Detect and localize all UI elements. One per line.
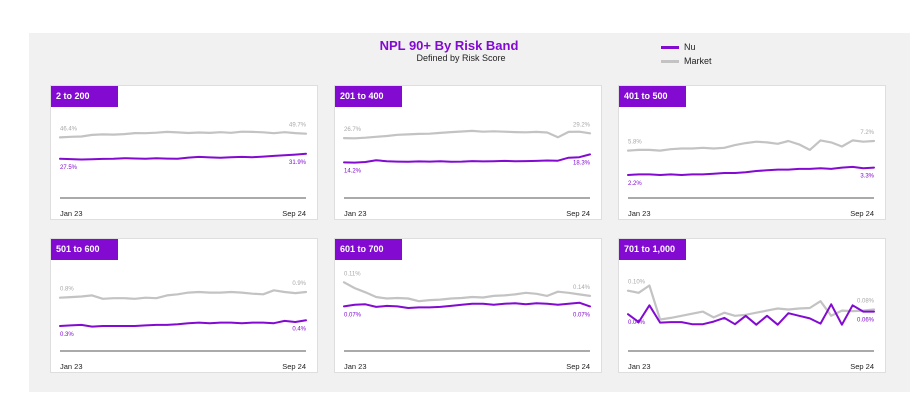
panel-601-to-700: 601 to 700 Jan 23 Sep 24 0.11% 0.14% 0.07% 0.…	[334, 238, 602, 373]
data-label-end-nu: 0.06%	[857, 318, 875, 324]
x-tick-label-start: Jan 23	[344, 209, 367, 218]
x-tick-label-end: Sep 24	[850, 209, 874, 218]
legend-item-nu: Nu	[661, 40, 712, 54]
x-tick-label-end: Sep 24	[566, 362, 590, 371]
panel-title: 701 to 1,000	[619, 239, 686, 260]
series-line-nu	[343, 153, 591, 164]
data-label-end-market: 49.7%	[289, 123, 307, 129]
legend-swatch-market	[661, 59, 679, 63]
data-label-start-nu: 0.3%	[60, 332, 74, 338]
data-label-start-nu: 2.2%	[628, 181, 642, 187]
line-chart: Jan 23 Sep 24 0.10% 0.08% 0.04% 0.06%	[626, 280, 876, 371]
data-label-start-nu: 0.07%	[344, 312, 362, 318]
series-line-nu	[627, 165, 875, 176]
data-label-end-nu: 18.3%	[573, 160, 591, 166]
data-label-end-market: 29.2%	[573, 122, 591, 128]
panel-title: 501 to 600	[51, 239, 118, 260]
legend: Nu Market	[661, 40, 712, 68]
series-line-market	[342, 281, 592, 303]
x-tick-label-start: Jan 23	[60, 362, 83, 371]
data-label-end-nu: 3.3%	[860, 174, 874, 180]
data-label-start-market: 5.8%	[628, 140, 642, 146]
series-line-market	[626, 284, 876, 321]
data-label-end-market: 0.9%	[292, 281, 306, 287]
data-label-end-market: 0.08%	[857, 299, 875, 305]
chart-subtitle: Defined by Risk Score	[416, 53, 506, 63]
panel-401-to-500: 401 to 500 Jan 23 Sep 24 5.8% 7.2% 2.2% 3.3%	[618, 85, 886, 220]
series-line-market	[58, 289, 308, 300]
data-label-start-market: 0.8%	[60, 287, 74, 293]
panel-701-to-1000: 701 to 1,000 Jan 23 Sep 24 0.10% 0.08% 0.04%…	[618, 238, 886, 373]
data-label-start-market: 0.11%	[344, 271, 361, 277]
panel-title: 401 to 500	[619, 86, 686, 107]
series-line-nu	[343, 301, 591, 309]
line-chart: Jan 23 Sep 24 26.7% 29.2% 14.2% 18.3%	[342, 122, 592, 218]
data-label-start-market: 46.4%	[60, 126, 78, 132]
legend-label-nu: Nu	[684, 42, 696, 52]
legend-item-market: Market	[661, 54, 712, 68]
chart-title: NPL 90+ By Risk Band	[379, 38, 519, 53]
panel-201-to-400: 201 to 400 Jan 23 Sep 24 26.7% 29.2% 14.2% 18…	[334, 85, 602, 220]
x-tick-label-end: Sep 24	[282, 362, 306, 371]
series-line-market	[342, 129, 592, 140]
series-line-nu	[59, 319, 307, 328]
line-chart: Jan 23 Sep 24 5.8% 7.2% 2.2% 3.3%	[626, 130, 876, 218]
data-label-end-nu: 0.07%	[573, 312, 591, 318]
series-line-nu	[627, 303, 875, 326]
line-chart: Jan 23 Sep 24 0.8% 0.9% 0.3% 0.4%	[58, 281, 308, 371]
x-tick-label-end: Sep 24	[282, 209, 306, 218]
x-tick-label-start: Jan 23	[344, 362, 367, 371]
legend-swatch-nu	[661, 45, 679, 49]
panel-2-to-200: 2 to 200 Jan 23 Sep 24 46.4% 49.7% 27.5% 31.9…	[50, 85, 318, 220]
data-label-end-market: 7.2%	[860, 130, 874, 136]
series-line-nu	[59, 152, 307, 161]
data-label-start-nu: 27.5%	[60, 165, 78, 171]
data-label-start-market: 0.10%	[628, 280, 646, 286]
data-label-end-nu: 31.9%	[289, 160, 307, 166]
x-tick-label-start: Jan 23	[628, 209, 651, 218]
series-line-market	[58, 130, 308, 139]
x-tick-label-start: Jan 23	[60, 209, 83, 218]
data-label-end-nu: 0.4%	[292, 326, 306, 332]
panel-title: 201 to 400	[335, 86, 402, 107]
line-chart: Jan 23 Sep 24 0.11% 0.14% 0.07% 0.07%	[342, 271, 592, 371]
panel-501-to-600: 501 to 600 Jan 23 Sep 24 0.8% 0.9% 0.3% 0.4%	[50, 238, 318, 373]
legend-label-market: Market	[684, 56, 712, 66]
data-label-start-market: 26.7%	[344, 127, 362, 133]
x-tick-label-start: Jan 23	[628, 362, 651, 371]
data-label-start-nu: 14.2%	[344, 168, 362, 174]
x-tick-label-end: Sep 24	[566, 209, 590, 218]
line-chart: Jan 23 Sep 24 46.4% 49.7% 27.5% 31.9%	[58, 123, 308, 218]
x-tick-label-end: Sep 24	[850, 362, 874, 371]
panel-title: 2 to 200	[51, 86, 118, 107]
data-label-start-nu: 0.04%	[628, 320, 646, 326]
data-label-end-market: 0.14%	[573, 285, 591, 291]
series-line-market	[626, 139, 876, 152]
panel-title: 601 to 700	[335, 239, 402, 260]
